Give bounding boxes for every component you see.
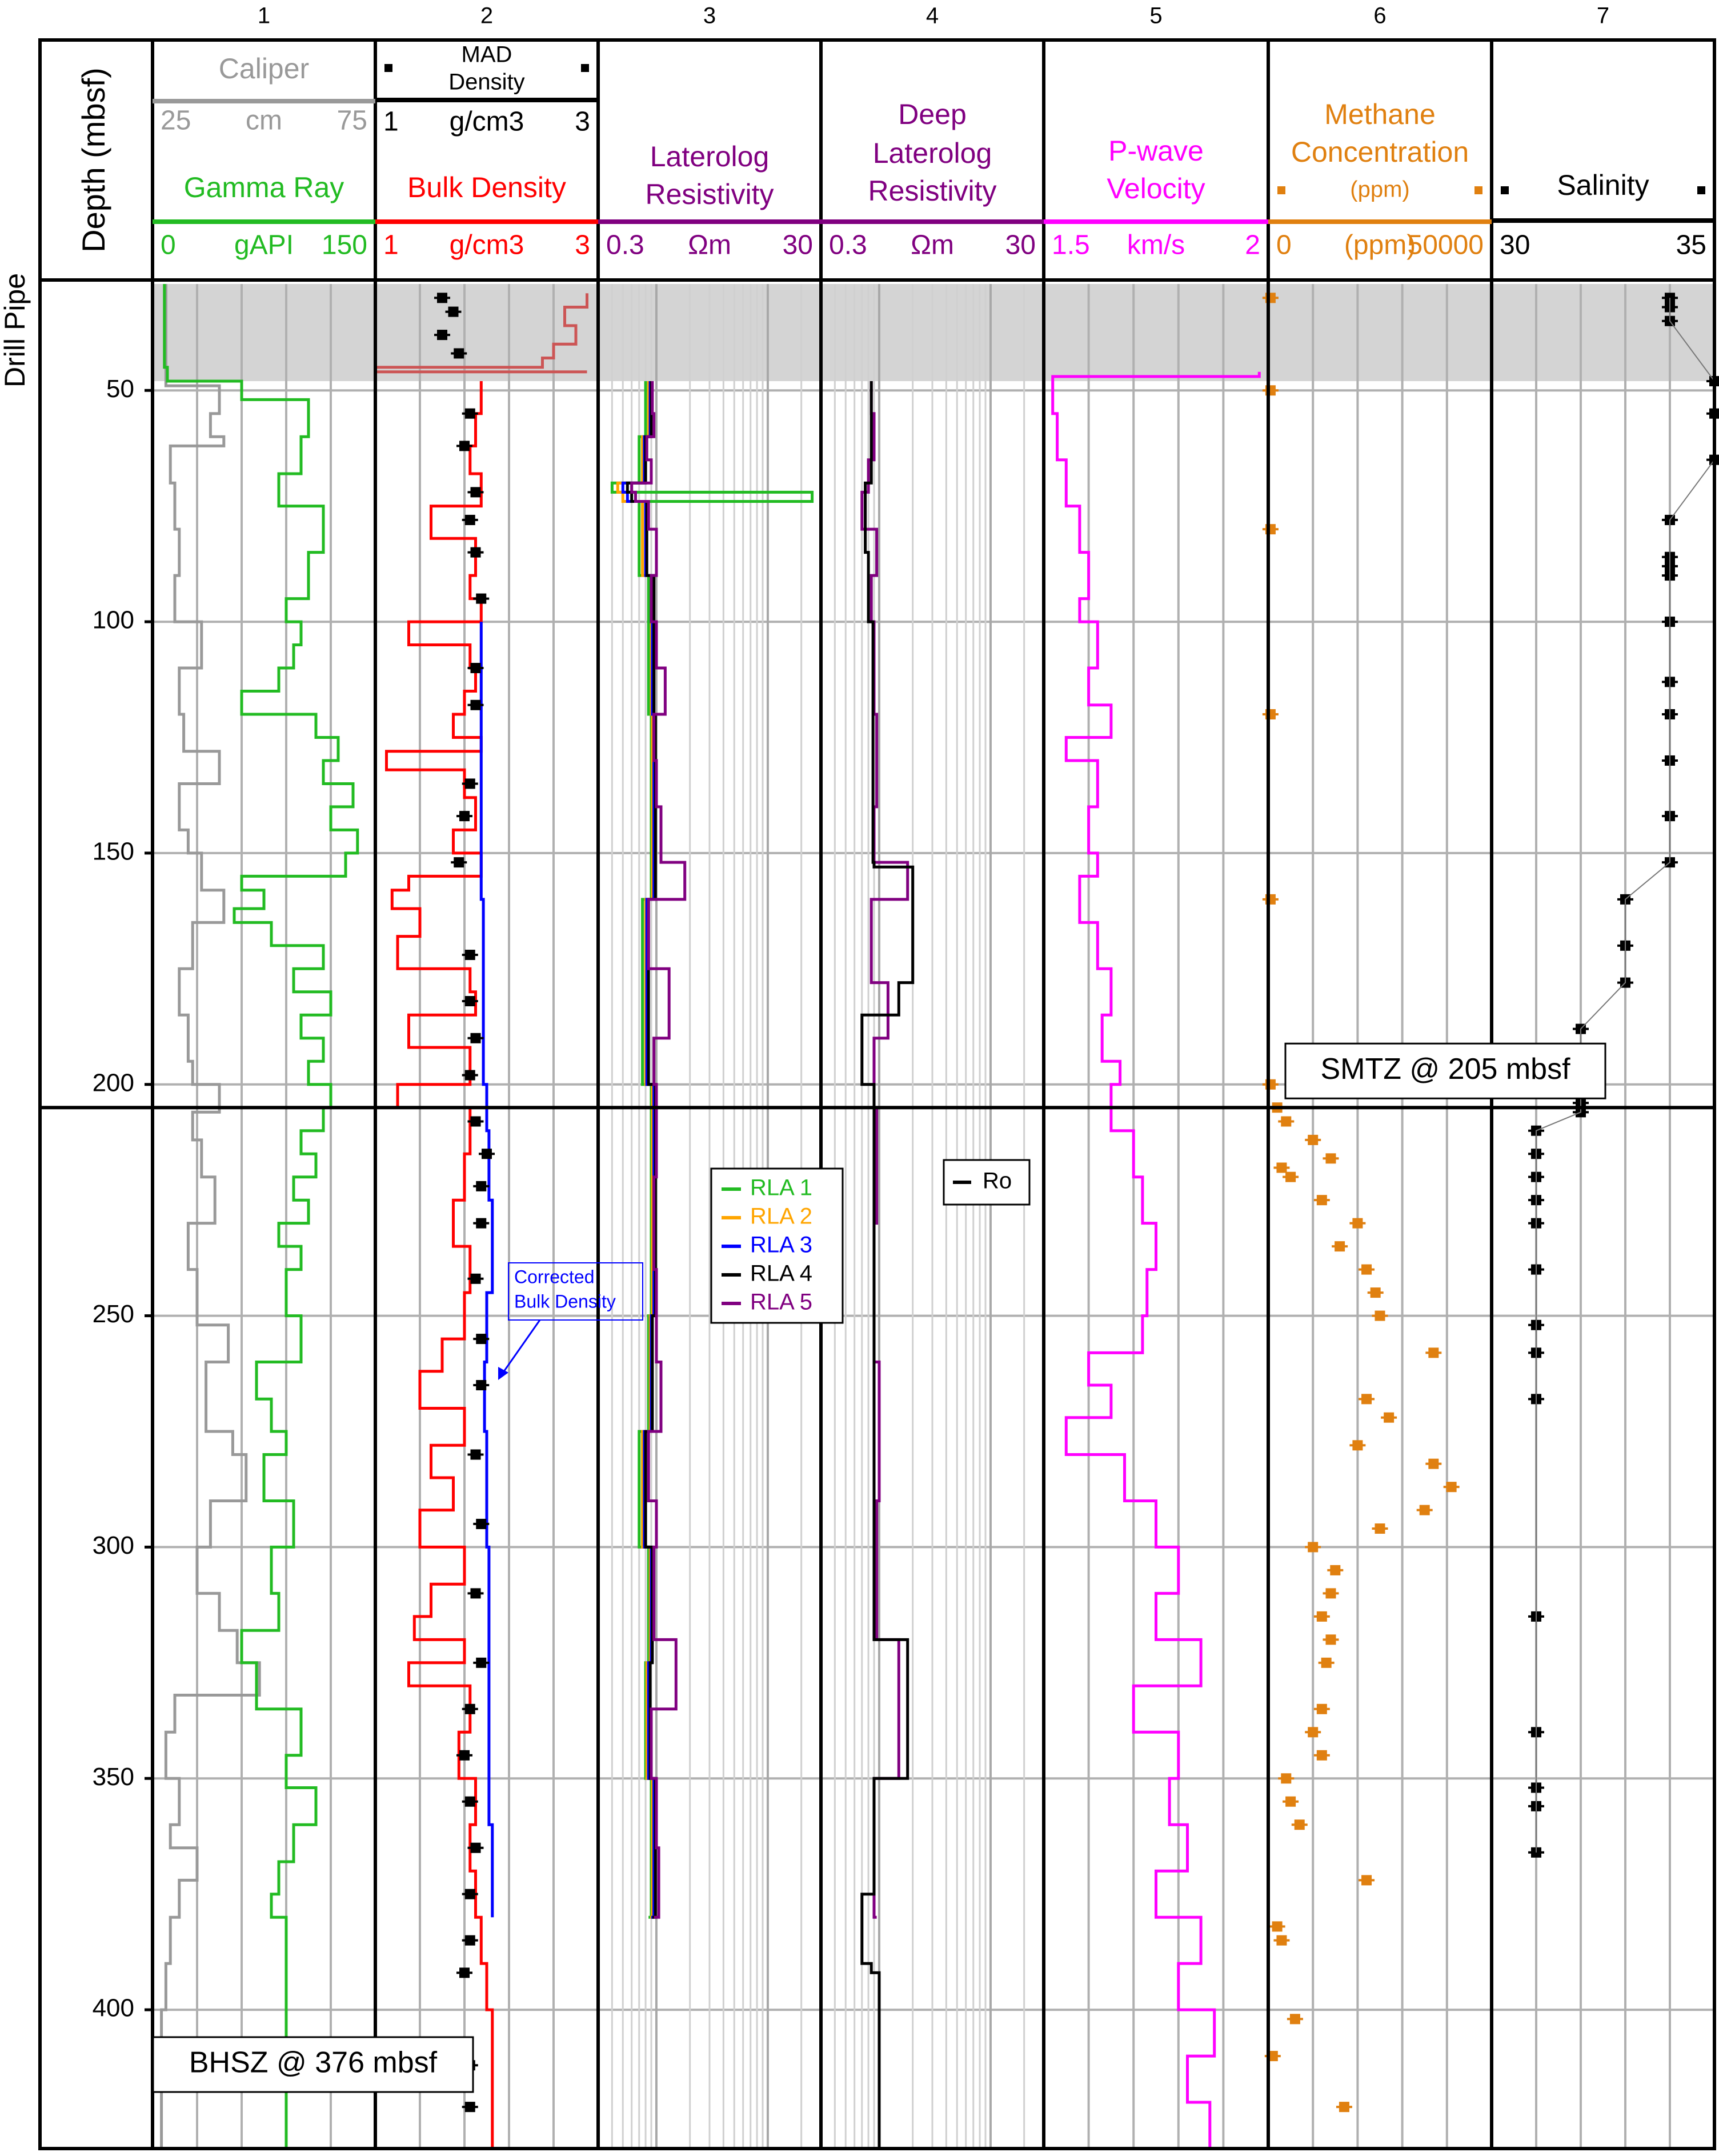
drill-pipe-label: Drill Pipe [0,273,31,387]
scale-max: 150 [322,230,367,261]
scale-max: 35 [1676,230,1706,261]
laterolog-label-2: Resistivity [645,178,774,210]
bulk-density-label: Bulk Density [407,171,566,203]
scale-min: 0.3 [606,230,644,261]
scale-min: 0 [1276,230,1292,261]
scale-unit: (ppm) [1344,230,1416,261]
deep-laterolog-label-3: Resistivity [868,175,996,207]
smtz-label-box [1284,1042,1606,1099]
scale-min: 0 [161,230,176,261]
scale-unit: gAPI [234,230,294,261]
track-number: 5 [1149,3,1162,29]
depth-tick-label: 100 [93,606,134,634]
mad-label-line2: Density [448,70,524,95]
series-line-p-wave-velocity [1051,371,1261,2149]
track-number: 1 [258,3,270,29]
scale-max: 2 [1245,230,1260,261]
depth-tick-label: 350 [93,1763,134,1791]
corrected-bulk-density-1: Corrected [514,1266,595,1287]
legend-item-rla-4: RLA 4 [750,1261,812,1286]
series-line-rla-5 [860,381,909,1919]
deep-laterolog-label-1: Deep [898,98,967,130]
scale-unit: km/s [1127,230,1185,261]
data-series [160,284,1719,2149]
track-number: 4 [926,3,939,29]
mad-label-line1: MAD [462,42,512,67]
depth-tick-label: 200 [93,1069,134,1097]
series-line-ro [860,381,915,2149]
scale-max: 30 [1005,230,1036,261]
scale-min: 1 [383,107,399,137]
scale-unit: g/cm3 [450,107,524,137]
legend-item-rla-2: RLA 2 [750,1204,812,1229]
methane-label-2: Concentration [1291,136,1469,168]
depth-tick-label: 150 [93,838,134,866]
series-line-corrected-bulk-density [479,622,494,1918]
track-frames [38,38,1716,2150]
caliper-label: Caliper [219,53,309,85]
ro-legend-box [943,1159,1031,1206]
series-line-caliper [160,284,261,2149]
corrected-annotation-box [508,1262,643,1321]
bhsz-label: BHSZ @ 376 mbsf [189,2046,438,2079]
scale-max: 3 [575,107,590,137]
depth-tick-label: 250 [93,1300,134,1328]
corrected-annotation-arrow [499,1319,541,1378]
track-number: 2 [480,3,493,29]
depth-tick-label: 300 [93,1531,134,1559]
outer-frame [38,38,1716,2150]
salinity-label: Salinity [1557,169,1649,201]
scale-unit: Ωm [688,230,731,261]
series-line-gamma-ray [163,284,359,2149]
mad-legend-marker [384,64,392,72]
scale-min: 25 [161,106,191,136]
legend-item-rla-5: RLA 5 [750,1290,812,1315]
scale-min: 30 [1500,230,1530,261]
scale-min: 1 [383,230,399,261]
track-number: 6 [1373,3,1386,29]
methane-label-1: Methane [1324,98,1436,130]
corrected-bulk-density-2: Bulk Density [514,1291,616,1311]
track-number: 3 [703,3,716,29]
scale-max: 50000 [1408,230,1484,261]
mad-legend-marker [581,64,589,72]
pwave-label-1: P-wave [1108,135,1204,167]
scale-min: 1.5 [1052,230,1090,261]
legend-item-rla-1: RLA 1 [750,1175,812,1201]
series-line-salinity [1536,298,1715,1853]
scale-unit: cm [246,106,282,136]
scale-unit: Ωm [911,230,954,261]
series-line-rla-5 [630,381,687,1919]
laterolog-label-1: Laterolog [650,141,770,173]
salinity-legend-marker [1697,186,1705,194]
gamma-ray-label: Gamma Ray [184,171,344,203]
methane-legend-marker [1277,186,1285,194]
scale-max: 3 [575,230,590,261]
drill-pipe-shading [153,284,1714,382]
chart-labels: Depth (mbsf)Drill Pipe501001502002503003… [0,3,1706,2079]
depth-axis-label: Depth (mbsf) [75,67,111,253]
series-line-bulk-density [385,381,494,2149]
scale-max: 30 [783,230,813,261]
scale-unit: g/cm3 [450,230,524,261]
scale-max: 75 [337,106,367,136]
methane-legend-marker [1474,186,1482,194]
legend-item-rla-3: RLA 3 [750,1233,812,1258]
pwave-label-2: Velocity [1107,173,1205,205]
legend-item-ro: Ro [983,1169,1012,1194]
smtz-label: SMTZ @ 205 mbsf [1320,1053,1570,1086]
depth-tick-label: 400 [93,1994,134,2022]
scale-min: 0.3 [829,230,867,261]
methane-unit: (ppm) [1350,177,1409,202]
deep-laterolog-label-2: Laterolog [873,137,992,169]
track-number: 7 [1597,3,1609,29]
salinity-legend-marker [1501,186,1509,194]
bhsz-label-box [152,2036,474,2093]
corrected-annotation-arrowhead [498,1367,508,1380]
depth-tick-label: 50 [106,375,134,403]
